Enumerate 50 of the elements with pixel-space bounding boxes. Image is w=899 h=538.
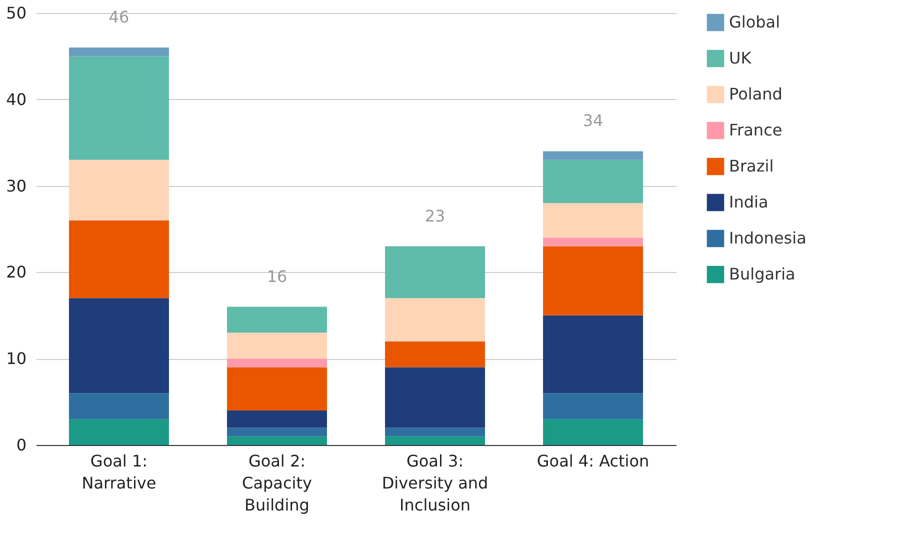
legend-label: UK <box>729 48 752 68</box>
bar <box>543 246 644 316</box>
legend-label: Global <box>729 12 780 32</box>
bar <box>68 393 169 420</box>
bar <box>385 298 486 342</box>
total-label: 16 <box>266 266 288 286</box>
bar <box>543 315 644 394</box>
bar <box>68 160 169 220</box>
y-tick-label: 20 <box>6 262 26 282</box>
x-tick-label: Goal 4: Action <box>536 452 650 470</box>
bar <box>226 428 327 436</box>
bar <box>543 151 644 160</box>
bar <box>68 48 169 56</box>
total-label: 34 <box>582 111 604 130</box>
bar <box>543 203 644 238</box>
y-tick-label: 30 <box>6 176 26 196</box>
legend-label: Brazil <box>729 156 774 176</box>
legend-label: France <box>729 120 782 140</box>
bar <box>226 410 327 428</box>
x-tick-label: Goal 3: Diversity and Inclusion <box>382 452 488 514</box>
total-label: 46 <box>108 8 130 27</box>
total-label: 23 <box>424 206 446 226</box>
bar <box>543 419 644 445</box>
bar <box>543 160 644 204</box>
bar <box>68 220 169 298</box>
bar <box>226 367 327 410</box>
bar <box>385 428 486 436</box>
bar <box>385 246 486 298</box>
y-tick-label: 50 <box>6 4 26 22</box>
x-tick-label: Goal 2: Capacity Building <box>242 452 312 514</box>
bar <box>226 436 327 445</box>
bar <box>385 436 486 445</box>
y-tick-label: 0 <box>16 436 26 454</box>
x-tick-label: Goal 1: Narrative <box>82 452 156 492</box>
legend-label: Bulgaria <box>729 264 796 284</box>
bar <box>226 332 327 359</box>
bar <box>543 238 644 246</box>
bar <box>385 341 486 368</box>
bar <box>226 306 327 333</box>
bar <box>385 367 486 428</box>
legend-label: Poland <box>729 84 782 104</box>
bar <box>68 56 169 160</box>
legend-label: India <box>729 192 768 212</box>
bar <box>68 419 169 445</box>
y-tick-label: 10 <box>6 349 26 368</box>
bar <box>226 358 327 368</box>
bar <box>543 393 644 420</box>
y-tick-label: 40 <box>6 90 26 109</box>
legend-label: Indonesia <box>729 228 806 248</box>
bar <box>68 298 169 394</box>
